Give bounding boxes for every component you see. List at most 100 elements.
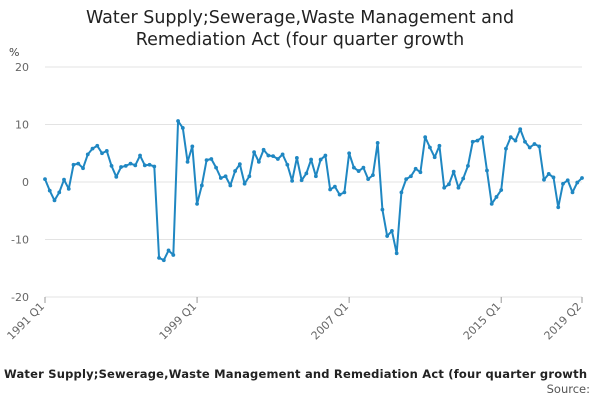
data-point bbox=[275, 157, 280, 161]
data-point bbox=[385, 234, 390, 238]
data-point bbox=[508, 135, 513, 140]
data-point bbox=[447, 182, 451, 187]
data-point bbox=[299, 178, 304, 183]
data-point bbox=[147, 162, 152, 167]
data-point bbox=[380, 207, 385, 212]
data-point bbox=[280, 152, 285, 157]
data-point bbox=[190, 144, 195, 149]
data-points bbox=[43, 119, 584, 263]
data-point bbox=[309, 157, 314, 162]
data-point bbox=[390, 228, 394, 233]
x-tick-label: 1991 Q1 bbox=[5, 300, 48, 343]
data-point bbox=[43, 177, 47, 182]
source-label: Source: bbox=[547, 382, 590, 396]
data-point bbox=[71, 162, 76, 167]
x-tick-label: 2015 Q1 bbox=[461, 300, 504, 343]
data-point bbox=[57, 190, 62, 195]
data-point bbox=[100, 151, 104, 156]
data-point bbox=[256, 159, 261, 164]
data-point bbox=[52, 198, 57, 203]
y-tick-label: -20 bbox=[11, 291, 29, 304]
data-point bbox=[171, 253, 176, 257]
data-point bbox=[518, 127, 523, 131]
data-point bbox=[228, 183, 233, 188]
data-point bbox=[537, 144, 542, 149]
data-point bbox=[413, 166, 418, 171]
data-point bbox=[66, 187, 71, 191]
data-point bbox=[266, 153, 271, 158]
data-point bbox=[404, 177, 409, 182]
data-point bbox=[399, 190, 404, 195]
data-point bbox=[332, 184, 337, 189]
data-point bbox=[218, 176, 223, 180]
data-point bbox=[551, 175, 556, 180]
data-point bbox=[565, 178, 570, 183]
data-point bbox=[371, 173, 375, 178]
data-point bbox=[47, 188, 52, 193]
data-point bbox=[109, 164, 114, 168]
data-point bbox=[561, 181, 565, 186]
data-point bbox=[223, 174, 228, 179]
data-point bbox=[161, 258, 166, 263]
data-point bbox=[351, 165, 356, 170]
data-point bbox=[138, 153, 142, 158]
data-point bbox=[480, 135, 485, 140]
data-point bbox=[176, 119, 180, 123]
data-point bbox=[133, 163, 138, 168]
data-point bbox=[580, 176, 584, 180]
data-point bbox=[451, 169, 456, 174]
data-point bbox=[456, 185, 461, 190]
data-point bbox=[470, 139, 475, 144]
data-point bbox=[342, 190, 347, 195]
data-point bbox=[104, 149, 109, 153]
data-point bbox=[119, 165, 123, 169]
data-point bbox=[494, 195, 499, 199]
gridlines bbox=[45, 66, 582, 298]
data-point bbox=[313, 174, 318, 179]
data-point bbox=[423, 135, 428, 140]
data-point bbox=[252, 150, 256, 155]
data-point bbox=[90, 146, 95, 151]
data-point bbox=[437, 143, 442, 148]
x-tick-label: 2019 Q2 bbox=[542, 300, 585, 343]
data-point bbox=[242, 181, 247, 186]
footer-caption: Water Supply;Sewerage,Waste Management a… bbox=[4, 367, 587, 381]
data-point bbox=[199, 183, 204, 188]
data-point bbox=[195, 201, 199, 206]
data-point bbox=[475, 138, 480, 143]
data-point bbox=[489, 201, 494, 206]
data-point bbox=[261, 147, 266, 152]
data-point bbox=[204, 158, 209, 163]
data-point bbox=[432, 155, 437, 160]
data-point bbox=[556, 205, 561, 210]
data-point bbox=[233, 169, 237, 173]
data-point bbox=[504, 146, 508, 151]
x-tick-label: 1999 Q1 bbox=[157, 300, 200, 343]
data-point bbox=[285, 162, 290, 167]
data-point bbox=[409, 174, 413, 179]
data-point bbox=[394, 251, 399, 256]
data-point bbox=[318, 157, 323, 162]
data-point bbox=[152, 164, 157, 169]
data-point bbox=[466, 164, 470, 168]
data-point bbox=[62, 177, 66, 182]
data-point bbox=[513, 138, 518, 143]
data-point bbox=[294, 155, 299, 160]
data-point bbox=[128, 161, 133, 166]
data-point bbox=[523, 139, 527, 144]
chart-title-line-2: Remediation Act (four quarter growth bbox=[136, 30, 464, 50]
data-point bbox=[166, 248, 171, 253]
chart-title-line-1: Water Supply;Sewerage,Waste Management a… bbox=[86, 8, 514, 28]
data-point bbox=[328, 187, 333, 192]
y-tick-label: -10 bbox=[11, 234, 29, 247]
data-point bbox=[76, 161, 81, 166]
data-point bbox=[575, 180, 580, 185]
data-point bbox=[499, 188, 504, 192]
data-point bbox=[85, 152, 90, 157]
data-point bbox=[418, 170, 423, 175]
data-point bbox=[375, 141, 380, 145]
data-point bbox=[428, 145, 432, 150]
data-point bbox=[95, 143, 100, 148]
data-point bbox=[323, 153, 328, 158]
data-point bbox=[290, 178, 295, 183]
